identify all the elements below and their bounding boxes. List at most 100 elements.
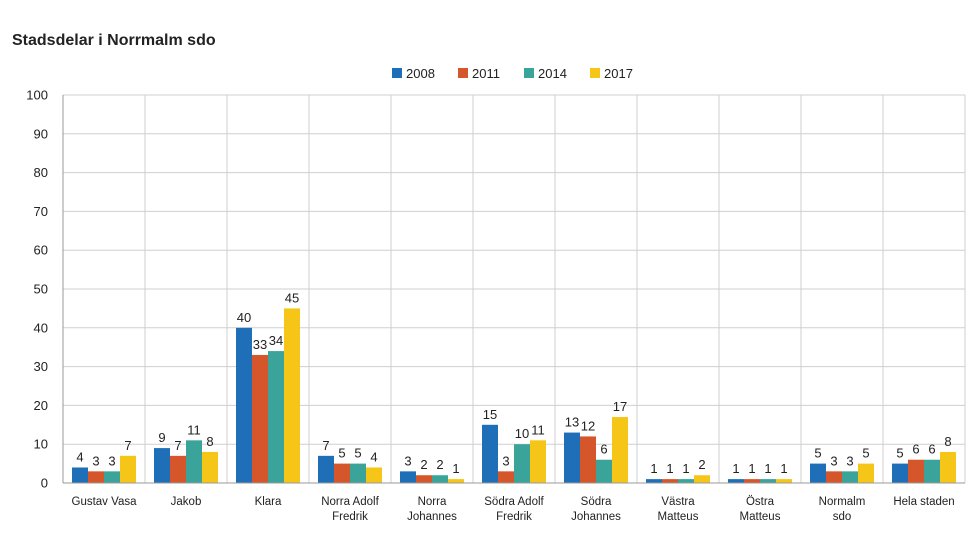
data-label: 3: [846, 453, 853, 468]
bar: [514, 444, 530, 483]
data-label: 11: [531, 422, 545, 437]
data-label: 45: [285, 290, 299, 305]
x-tick-label: Johannes: [571, 511, 621, 523]
data-label: 1: [764, 461, 771, 476]
legend-swatch: [458, 68, 468, 78]
y-tick-label: 70: [34, 204, 48, 219]
data-label: 3: [92, 453, 99, 468]
x-tick-label: Södra Adolf: [484, 496, 544, 508]
data-label: 33: [253, 337, 267, 352]
data-label: 2: [698, 457, 705, 472]
y-tick-label: 20: [34, 398, 48, 413]
data-label: 1: [666, 461, 673, 476]
bar: [728, 479, 744, 483]
bar: [284, 308, 300, 483]
x-tick-label: Södra: [581, 496, 612, 508]
axes-layer: 0 10 20 30 40 50 60 70 80 90 100 Gustav Vasa Jakob Kl…: [26, 88, 965, 523]
legend-label: 2017: [604, 66, 633, 81]
bar: [826, 471, 842, 483]
data-label: 6: [600, 442, 607, 457]
bar: [104, 471, 120, 483]
data-label: 5: [862, 446, 869, 461]
legend: 2008 2011 2014 2017: [392, 66, 633, 81]
bar: [892, 463, 908, 483]
bar: [842, 471, 858, 483]
legend-label: 2011: [472, 66, 500, 81]
bar: [760, 479, 776, 483]
legend-label: 2008: [406, 66, 435, 81]
x-tick-label: Gustav Vasa: [72, 496, 138, 508]
data-label: 5: [896, 446, 903, 461]
data-label: 1: [732, 461, 739, 476]
y-tick-label: 100: [26, 88, 48, 103]
data-label: 6: [912, 442, 919, 457]
chart-title: Stadsdelar i Norrmalm sdo: [12, 32, 216, 49]
data-label: 3: [502, 453, 509, 468]
y-tick-label: 60: [34, 243, 48, 258]
y-tick-label: 10: [34, 437, 48, 452]
x-tick-label: Hela staden: [893, 496, 954, 508]
data-label: 9: [158, 430, 165, 445]
data-label: 10: [515, 426, 529, 441]
bar: [170, 455, 186, 483]
data-label: 2: [436, 457, 443, 472]
data-label: 5: [354, 446, 361, 461]
data-label: 11: [187, 422, 201, 437]
bar: [612, 417, 628, 483]
bar: [744, 479, 760, 483]
y-tick-label: 30: [34, 359, 48, 374]
bar: [694, 475, 710, 483]
data-label: 2: [420, 457, 427, 472]
data-label: 7: [174, 438, 181, 453]
y-tick-label: 80: [34, 165, 48, 180]
bar: [318, 455, 334, 483]
x-tick-label: Matteus: [658, 511, 699, 523]
bar: [72, 467, 88, 483]
data-label: 1: [780, 461, 787, 476]
bar: [88, 471, 104, 483]
y-tick-label: 0: [41, 476, 48, 491]
x-tick-label: Östra: [746, 496, 775, 508]
data-label: 12: [581, 418, 595, 433]
bar: [416, 475, 432, 483]
bar: [498, 471, 514, 483]
bar: [564, 432, 580, 483]
bar: [776, 479, 792, 483]
data-label: 1: [748, 461, 755, 476]
bar: [366, 467, 382, 483]
bar: [596, 459, 612, 483]
data-label: 3: [108, 453, 115, 468]
x-tick-label: Norra Adolf: [321, 496, 379, 508]
data-label: 3: [404, 453, 411, 468]
data-label: 4: [370, 449, 377, 464]
bar: [580, 436, 596, 483]
y-tick-label: 40: [34, 320, 48, 335]
data-label: 3: [830, 453, 837, 468]
data-label: 1: [452, 461, 459, 476]
x-tick-label: Matteus: [740, 511, 781, 523]
bar: [236, 327, 252, 483]
legend-swatch: [524, 68, 534, 78]
bar: [678, 479, 694, 483]
x-tick-label: Johannes: [407, 511, 457, 523]
data-label: 15: [483, 407, 497, 422]
data-label: 6: [928, 442, 935, 457]
x-tick-label: sdo: [833, 511, 852, 523]
bar: [350, 463, 366, 483]
bar: [334, 463, 350, 483]
bar: [400, 471, 416, 483]
bar: [810, 463, 826, 483]
x-tick-label: Jakob: [171, 496, 202, 508]
legend-label: 2014: [538, 66, 567, 81]
x-tick-label: Norra: [418, 496, 447, 508]
bar: [268, 351, 284, 483]
x-tick-label: Klara: [255, 496, 282, 508]
data-label: 8: [206, 434, 213, 449]
bar: [432, 475, 448, 483]
x-tick-label: Fredrik: [496, 511, 532, 523]
data-label: 40: [237, 310, 251, 325]
bar: [252, 354, 268, 483]
data-label: 7: [124, 438, 131, 453]
